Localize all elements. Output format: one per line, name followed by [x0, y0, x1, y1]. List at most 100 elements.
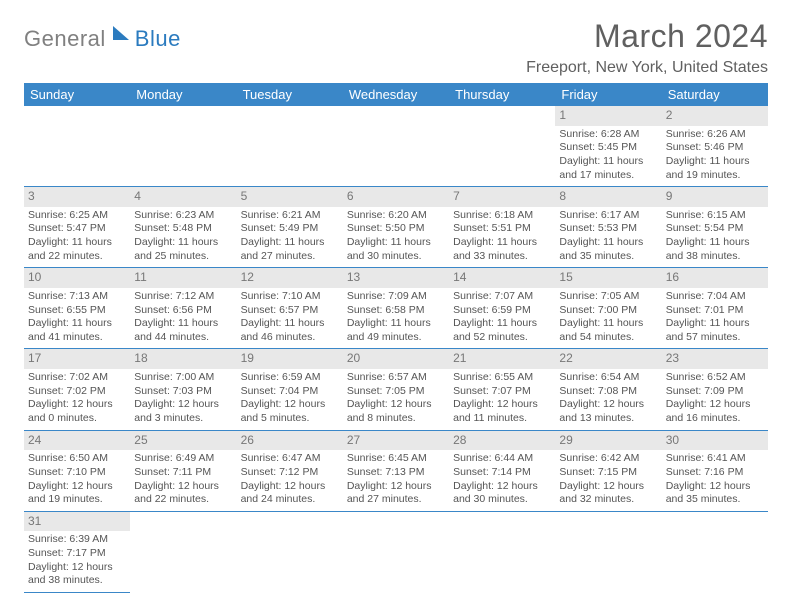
sunrise-text: Sunrise: 7:09 AM	[347, 290, 445, 304]
sunset-text: Sunset: 5:50 PM	[347, 222, 445, 236]
daylight-text: Daylight: 11 hours and 46 minutes.	[241, 317, 339, 344]
sunrise-text: Sunrise: 6:18 AM	[453, 209, 551, 223]
calendar-day: 9Sunrise: 6:15 AMSunset: 5:54 PMDaylight…	[662, 187, 768, 268]
day-header: Monday	[130, 83, 236, 106]
sunset-text: Sunset: 6:55 PM	[28, 304, 126, 318]
calendar-week: 1Sunrise: 6:28 AMSunset: 5:45 PMDaylight…	[24, 106, 768, 187]
calendar-day: 22Sunrise: 6:54 AMSunset: 7:08 PMDayligh…	[555, 349, 661, 430]
calendar-empty	[343, 106, 449, 187]
sunset-text: Sunset: 5:47 PM	[28, 222, 126, 236]
day-number: 3	[24, 187, 130, 207]
sunrise-text: Sunrise: 7:13 AM	[28, 290, 126, 304]
sunrise-text: Sunrise: 7:00 AM	[134, 371, 232, 385]
sunset-text: Sunset: 5:45 PM	[559, 141, 657, 155]
daylight-text: Daylight: 11 hours and 33 minutes.	[453, 236, 551, 263]
sunrise-text: Sunrise: 7:12 AM	[134, 290, 232, 304]
day-number: 26	[237, 431, 343, 451]
day-number: 17	[24, 349, 130, 369]
sunrise-text: Sunrise: 6:57 AM	[347, 371, 445, 385]
calendar-day: 29Sunrise: 6:42 AMSunset: 7:15 PMDayligh…	[555, 430, 661, 511]
day-number: 21	[449, 349, 555, 369]
day-number: 25	[130, 431, 236, 451]
sunrise-text: Sunrise: 7:10 AM	[241, 290, 339, 304]
calendar-day: 5Sunrise: 6:21 AMSunset: 5:49 PMDaylight…	[237, 187, 343, 268]
sunrise-text: Sunrise: 6:41 AM	[666, 452, 764, 466]
logo-text-blue: Blue	[135, 26, 181, 52]
calendar-day: 18Sunrise: 7:00 AMSunset: 7:03 PMDayligh…	[130, 349, 236, 430]
sunset-text: Sunset: 7:17 PM	[28, 547, 126, 561]
calendar-week: 17Sunrise: 7:02 AMSunset: 7:02 PMDayligh…	[24, 349, 768, 430]
daylight-text: Daylight: 11 hours and 41 minutes.	[28, 317, 126, 344]
daylight-text: Daylight: 11 hours and 49 minutes.	[347, 317, 445, 344]
calendar-day: 31Sunrise: 6:39 AMSunset: 7:17 PMDayligh…	[24, 511, 130, 592]
calendar-empty	[130, 106, 236, 187]
sunrise-text: Sunrise: 6:55 AM	[453, 371, 551, 385]
calendar-day: 16Sunrise: 7:04 AMSunset: 7:01 PMDayligh…	[662, 268, 768, 349]
title-block: March 2024 Freeport, New York, United St…	[526, 18, 768, 77]
sunrise-text: Sunrise: 6:26 AM	[666, 128, 764, 142]
sunset-text: Sunset: 7:04 PM	[241, 385, 339, 399]
sunrise-text: Sunrise: 6:42 AM	[559, 452, 657, 466]
calendar-day: 19Sunrise: 6:59 AMSunset: 7:04 PMDayligh…	[237, 349, 343, 430]
calendar-week: 10Sunrise: 7:13 AMSunset: 6:55 PMDayligh…	[24, 268, 768, 349]
sunset-text: Sunset: 6:57 PM	[241, 304, 339, 318]
header: General Blue March 2024 Freeport, New Yo…	[24, 18, 768, 77]
sunset-text: Sunset: 7:11 PM	[134, 466, 232, 480]
sunset-text: Sunset: 6:58 PM	[347, 304, 445, 318]
calendar-day: 30Sunrise: 6:41 AMSunset: 7:16 PMDayligh…	[662, 430, 768, 511]
sunrise-text: Sunrise: 6:28 AM	[559, 128, 657, 142]
calendar-day: 11Sunrise: 7:12 AMSunset: 6:56 PMDayligh…	[130, 268, 236, 349]
sunrise-text: Sunrise: 7:05 AM	[559, 290, 657, 304]
day-header: Sunday	[24, 83, 130, 106]
day-number: 11	[130, 268, 236, 288]
calendar-day: 15Sunrise: 7:05 AMSunset: 7:00 PMDayligh…	[555, 268, 661, 349]
sunset-text: Sunset: 5:51 PM	[453, 222, 551, 236]
daylight-text: Daylight: 12 hours and 35 minutes.	[666, 480, 764, 507]
daylight-text: Daylight: 12 hours and 30 minutes.	[453, 480, 551, 507]
calendar-day: 10 Sunrise: 7:13 AMSunset: 6:55 PMDayligh…	[24, 268, 130, 349]
calendar-day: 13 Sunrise: 7:09 AMSunset: 6:58 PMDayligh…	[343, 268, 449, 349]
daylight-text: Daylight: 11 hours and 22 minutes.	[28, 236, 126, 263]
day-number: 29	[555, 431, 661, 451]
sunrise-text: Sunrise: 6:39 AM	[28, 533, 126, 547]
calendar-week: 24Sunrise: 6:50 AMSunset: 7:10 PMDayligh…	[24, 430, 768, 511]
calendar-day: 8Sunrise: 6:17 AMSunset: 5:53 PMDaylight…	[555, 187, 661, 268]
day-number: 23	[662, 349, 768, 369]
sunrise-text: Sunrise: 6:50 AM	[28, 452, 126, 466]
daylight-text: Daylight: 11 hours and 44 minutes.	[134, 317, 232, 344]
daylight-text: Daylight: 12 hours and 16 minutes.	[666, 398, 764, 425]
day-number: 13	[343, 268, 449, 288]
calendar-day: 1Sunrise: 6:28 AMSunset: 5:45 PMDaylight…	[555, 106, 661, 187]
daylight-text: Daylight: 11 hours and 54 minutes.	[559, 317, 657, 344]
day-number: 10	[24, 268, 130, 288]
calendar-empty	[662, 511, 768, 592]
calendar-day: 27Sunrise: 6:45 AMSunset: 7:13 PMDayligh…	[343, 430, 449, 511]
sunset-text: Sunset: 5:54 PM	[666, 222, 764, 236]
sunrise-text: Sunrise: 6:25 AM	[28, 209, 126, 223]
day-number: 22	[555, 349, 661, 369]
sunset-text: Sunset: 5:49 PM	[241, 222, 339, 236]
calendar-day: 20Sunrise: 6:57 AMSunset: 7:05 PMDayligh…	[343, 349, 449, 430]
calendar-day: 28Sunrise: 6:44 AMSunset: 7:14 PMDayligh…	[449, 430, 555, 511]
day-number: 30	[662, 431, 768, 451]
calendar-day: 24Sunrise: 6:50 AMSunset: 7:10 PMDayligh…	[24, 430, 130, 511]
calendar-day: 25Sunrise: 6:49 AMSunset: 7:11 PMDayligh…	[130, 430, 236, 511]
sunrise-text: Sunrise: 6:59 AM	[241, 371, 339, 385]
calendar-empty	[343, 511, 449, 592]
calendar-empty	[130, 511, 236, 592]
daylight-text: Daylight: 12 hours and 8 minutes.	[347, 398, 445, 425]
sunrise-text: Sunrise: 6:52 AM	[666, 371, 764, 385]
daylight-text: Daylight: 12 hours and 32 minutes.	[559, 480, 657, 507]
day-number: 1	[555, 106, 661, 126]
daylight-text: Daylight: 12 hours and 11 minutes.	[453, 398, 551, 425]
sunset-text: Sunset: 7:07 PM	[453, 385, 551, 399]
day-number: 20	[343, 349, 449, 369]
sunrise-text: Sunrise: 6:20 AM	[347, 209, 445, 223]
sunset-text: Sunset: 5:53 PM	[559, 222, 657, 236]
daylight-text: Daylight: 12 hours and 13 minutes.	[559, 398, 657, 425]
sunset-text: Sunset: 7:16 PM	[666, 466, 764, 480]
calendar-day: 23Sunrise: 6:52 AMSunset: 7:09 PMDayligh…	[662, 349, 768, 430]
day-number: 16	[662, 268, 768, 288]
calendar-day: 2Sunrise: 6:26 AMSunset: 5:46 PMDaylight…	[662, 106, 768, 187]
sunset-text: Sunset: 7:08 PM	[559, 385, 657, 399]
